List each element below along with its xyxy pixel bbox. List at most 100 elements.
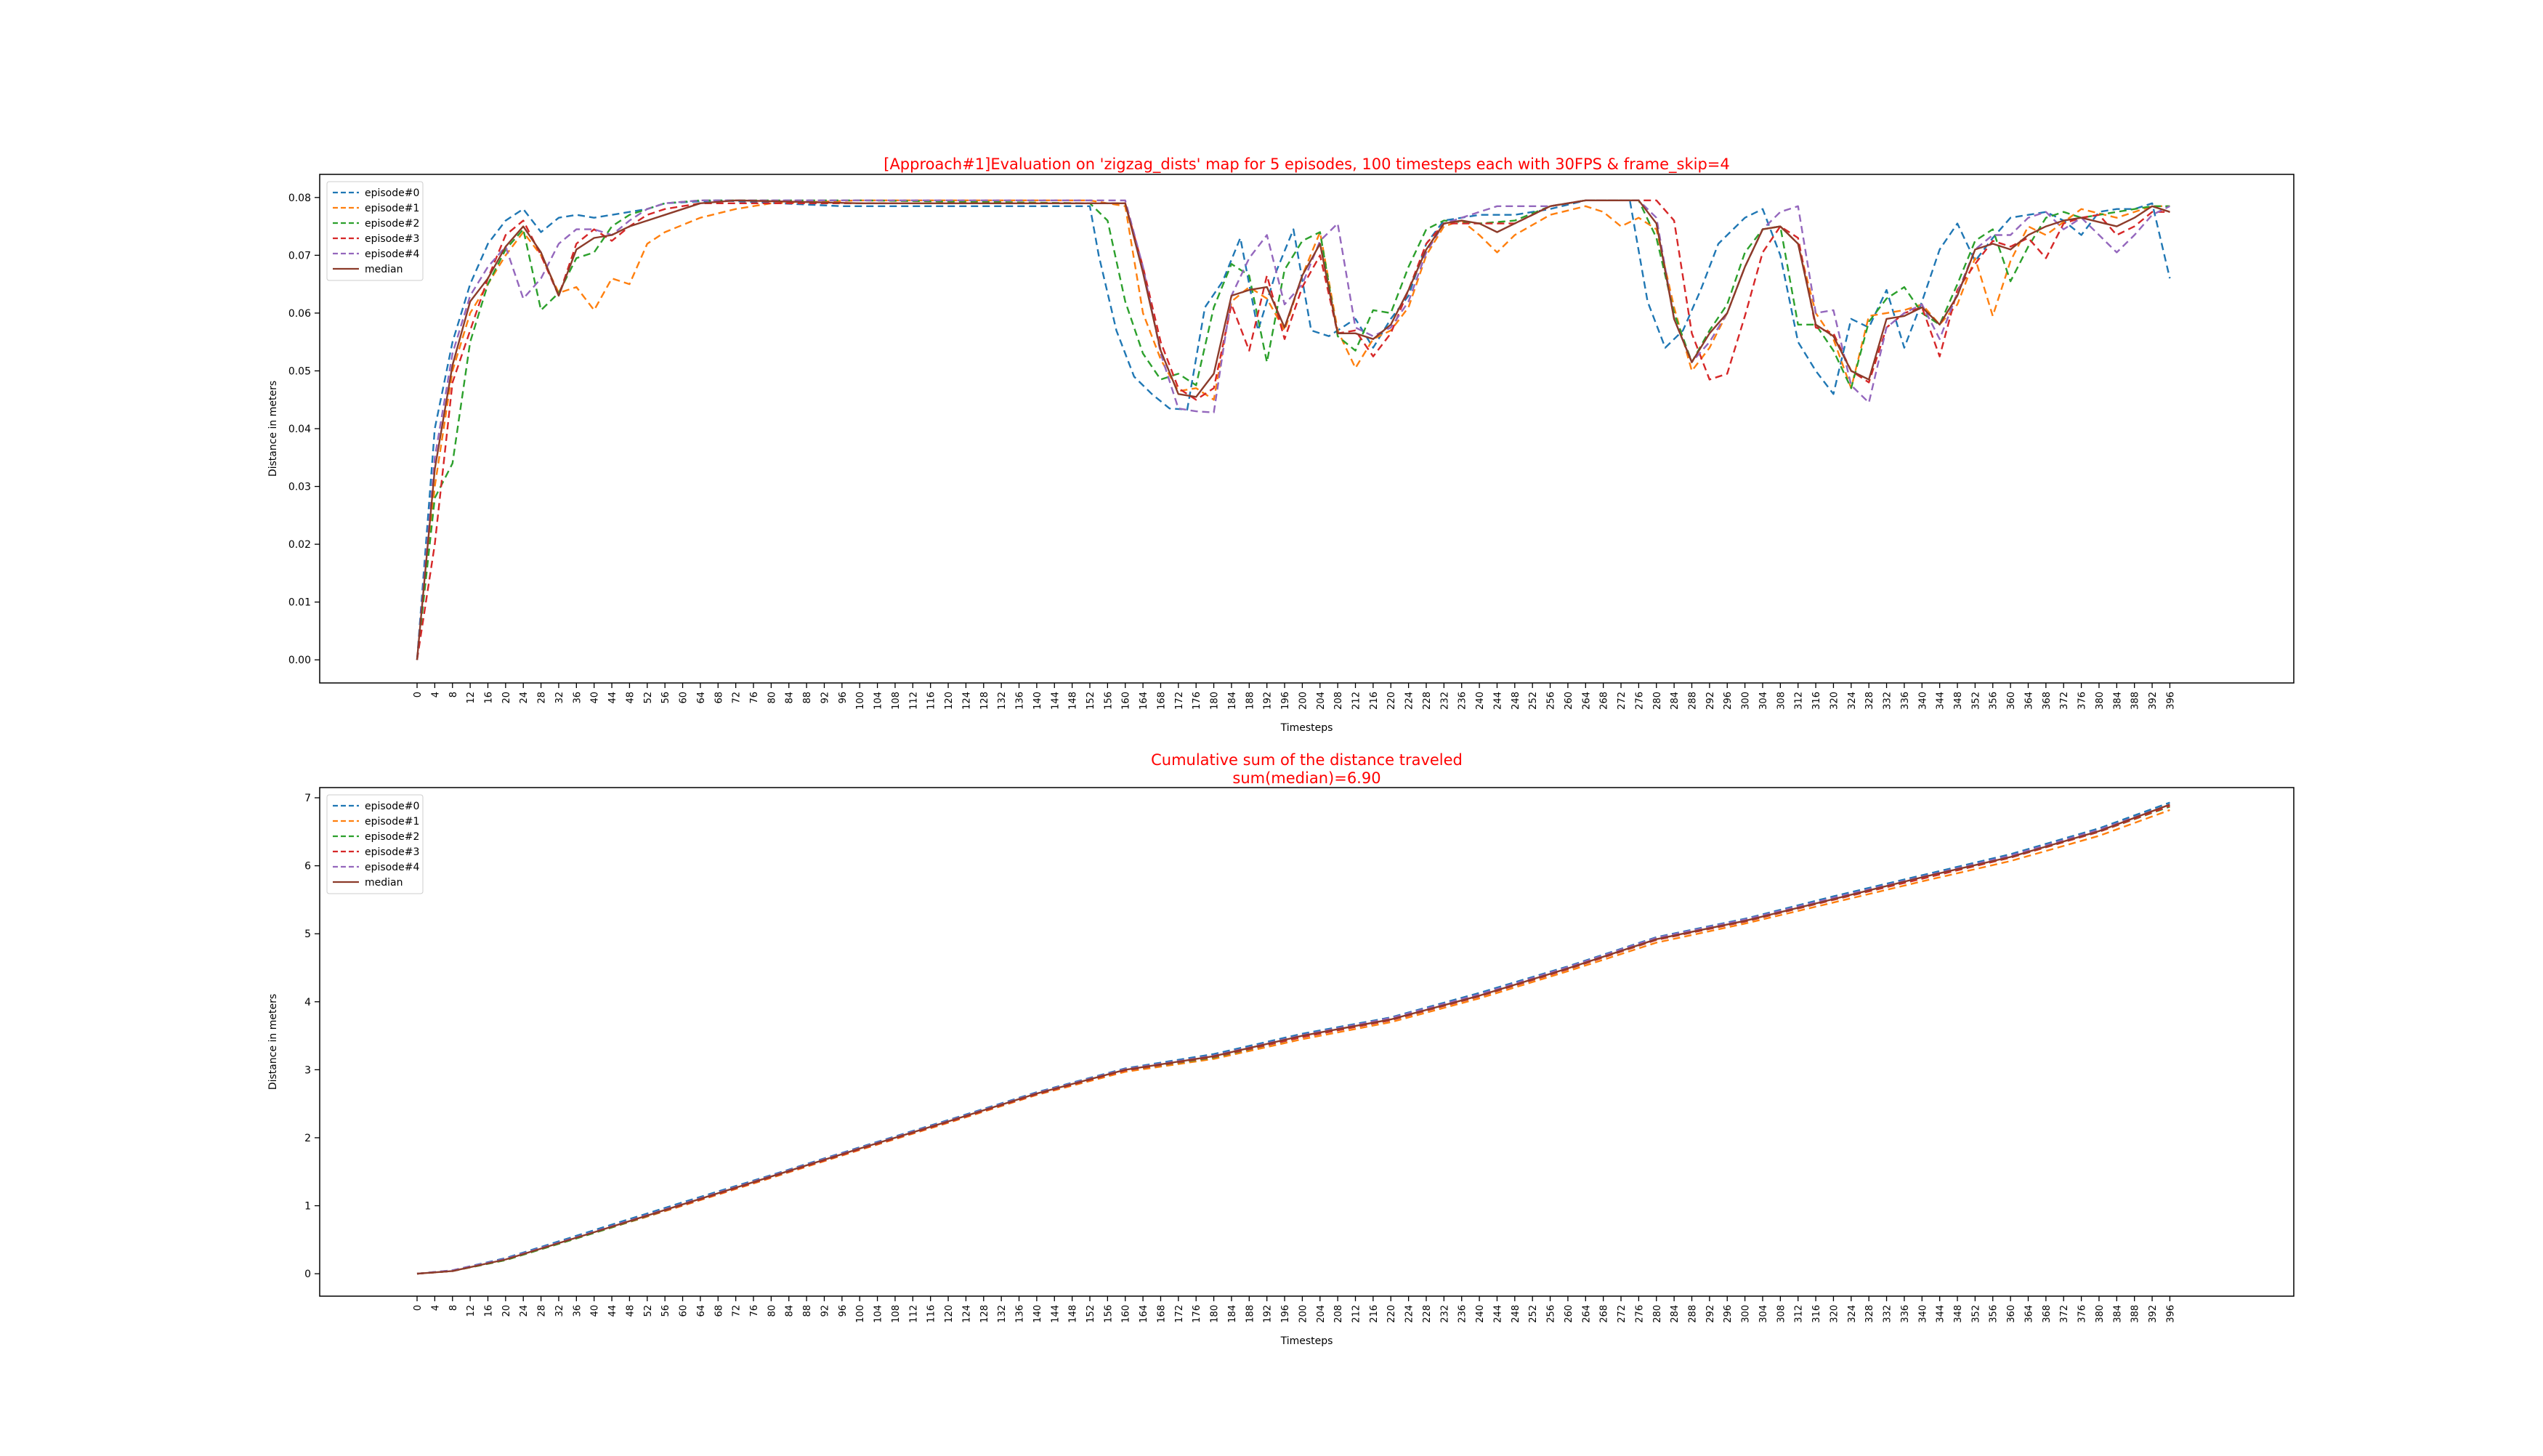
y-tick-label: 0.07 — [288, 250, 311, 262]
x-tick-label: 360 — [2006, 692, 2017, 710]
x-tick-label: 228 — [1422, 692, 1433, 710]
x-tick-label: 276 — [1634, 1305, 1645, 1323]
x-tick-label: 344 — [1936, 692, 1946, 710]
x-tick-label: 184 — [1227, 1305, 1238, 1323]
x-tick-label: 156 — [1103, 692, 1114, 710]
legend-label: episode#0 — [365, 187, 419, 199]
x-tick-label: 320 — [1829, 692, 1840, 710]
x-tick-label: 348 — [1953, 692, 1964, 710]
x-tick-label: 96 — [838, 692, 849, 704]
x-tick-label: 144 — [1050, 1305, 1061, 1323]
x-tick-label: 360 — [2006, 1305, 2017, 1323]
x-tick-label: 172 — [1174, 1305, 1185, 1323]
x-tick-label: 36 — [572, 692, 583, 704]
x-tick-label: 156 — [1103, 1305, 1114, 1323]
x-tick-label: 216 — [1369, 1305, 1380, 1323]
x-tick-label: 316 — [1811, 1305, 1822, 1323]
x-tick-label: 132 — [997, 1305, 1008, 1323]
x-tick-label: 240 — [1475, 692, 1486, 710]
x-tick-label: 272 — [1617, 1305, 1628, 1323]
x-tick-label: 96 — [838, 1305, 849, 1317]
x-tick-label: 92 — [820, 1305, 830, 1317]
x-tick-label: 276 — [1634, 692, 1645, 710]
x-tick-label: 200 — [1298, 1305, 1309, 1323]
x-tick-label: 0 — [413, 1305, 424, 1311]
x-tick-label: 140 — [1032, 1305, 1043, 1323]
x-tick-label: 104 — [873, 692, 884, 710]
series-line-median — [416, 804, 2170, 1275]
x-tick-label: 76 — [749, 692, 760, 704]
x-tick-label: 308 — [1776, 1305, 1787, 1323]
x-tick-label: 348 — [1953, 1305, 1964, 1323]
x-tick-label: 296 — [1723, 1305, 1734, 1323]
legend-label: episode#1 — [365, 203, 419, 214]
x-tick-label: 112 — [908, 692, 919, 710]
x-tick-label: 288 — [1687, 1305, 1698, 1323]
x-tick-label: 192 — [1263, 1305, 1274, 1323]
x-tick-label: 56 — [660, 1305, 671, 1317]
series-line-median — [416, 199, 2170, 660]
x-tick-label: 204 — [1316, 1305, 1327, 1323]
x-tick-label: 128 — [979, 692, 990, 710]
x-tick-label: 248 — [1511, 692, 1521, 710]
x-tick-label: 320 — [1829, 1305, 1840, 1323]
x-tick-label: 124 — [961, 692, 972, 710]
legend-label: episode#2 — [365, 218, 419, 230]
x-tick-label: 292 — [1705, 1305, 1716, 1323]
x-tick-label: 208 — [1333, 1305, 1344, 1323]
x-tick-label: 160 — [1121, 1305, 1132, 1323]
x-tick-label: 316 — [1811, 692, 1822, 710]
legend-box — [326, 181, 424, 281]
x-tick-label: 188 — [1245, 1305, 1256, 1323]
x-tick-label: 76 — [749, 1305, 760, 1317]
x-tick-label: 36 — [572, 1305, 583, 1317]
x-tick-label: 180 — [1210, 1305, 1221, 1323]
x-tick-label: 384 — [2112, 692, 2123, 710]
x-tick-label: 12 — [466, 692, 477, 704]
x-tick-label: 380 — [2095, 692, 2106, 710]
x-tick-label: 324 — [1847, 1305, 1858, 1323]
x-tick-label: 368 — [2042, 1305, 2053, 1323]
x-tick-label: 388 — [2130, 692, 2141, 710]
x-tick-label: 244 — [1492, 692, 1503, 710]
x-tick-label: 356 — [1989, 1305, 2000, 1323]
x-tick-label: 220 — [1386, 692, 1397, 710]
x-tick-label: 260 — [1564, 1305, 1574, 1323]
legend-label: median — [365, 877, 403, 889]
chart-title: [Approach#1]Evaluation on 'zigzag_dists'… — [884, 155, 1729, 174]
x-tick-label: 264 — [1581, 1305, 1592, 1323]
x-tick-label: 164 — [1139, 1305, 1149, 1323]
x-tick-label: 280 — [1652, 1305, 1663, 1323]
x-tick-label: 224 — [1404, 1305, 1415, 1323]
plot-frame — [319, 787, 2295, 1297]
series-line-episode2 — [416, 199, 2170, 660]
y-tick-label: 0.06 — [288, 308, 311, 320]
x-tick-label: 40 — [590, 692, 601, 704]
x-tick-label: 336 — [1900, 692, 1911, 710]
x-tick-label: 356 — [1989, 692, 2000, 710]
x-tick-label: 292 — [1705, 692, 1716, 710]
x-tick-label: 300 — [1741, 692, 1752, 710]
x-tick-label: 224 — [1404, 692, 1415, 710]
x-tick-label: 32 — [554, 692, 565, 704]
x-tick-label: 128 — [979, 1305, 990, 1323]
x-tick-label: 332 — [1883, 1305, 1893, 1323]
y-tick-label: 0.04 — [288, 424, 311, 435]
x-tick-label: 48 — [625, 692, 636, 704]
y-tick-label: 0.08 — [288, 193, 311, 204]
x-tick-label: 60 — [679, 1305, 690, 1317]
x-tick-label: 88 — [802, 692, 813, 704]
x-tick-label: 220 — [1386, 1305, 1397, 1323]
x-tick-label: 168 — [1156, 1305, 1167, 1323]
x-tick-label: 212 — [1351, 692, 1362, 710]
x-tick-label: 304 — [1758, 1305, 1769, 1323]
x-tick-label: 40 — [590, 1305, 601, 1317]
chart-subtitle: sum(median)=6.90 — [1232, 769, 1380, 787]
x-tick-label: 152 — [1085, 1305, 1096, 1323]
x-tick-label: 372 — [2059, 1305, 2070, 1323]
x-tick-label: 284 — [1670, 1305, 1681, 1323]
series-line-episode1 — [416, 199, 2170, 660]
legend-label: episode#3 — [365, 233, 419, 245]
x-tick-label: 176 — [1192, 692, 1202, 710]
